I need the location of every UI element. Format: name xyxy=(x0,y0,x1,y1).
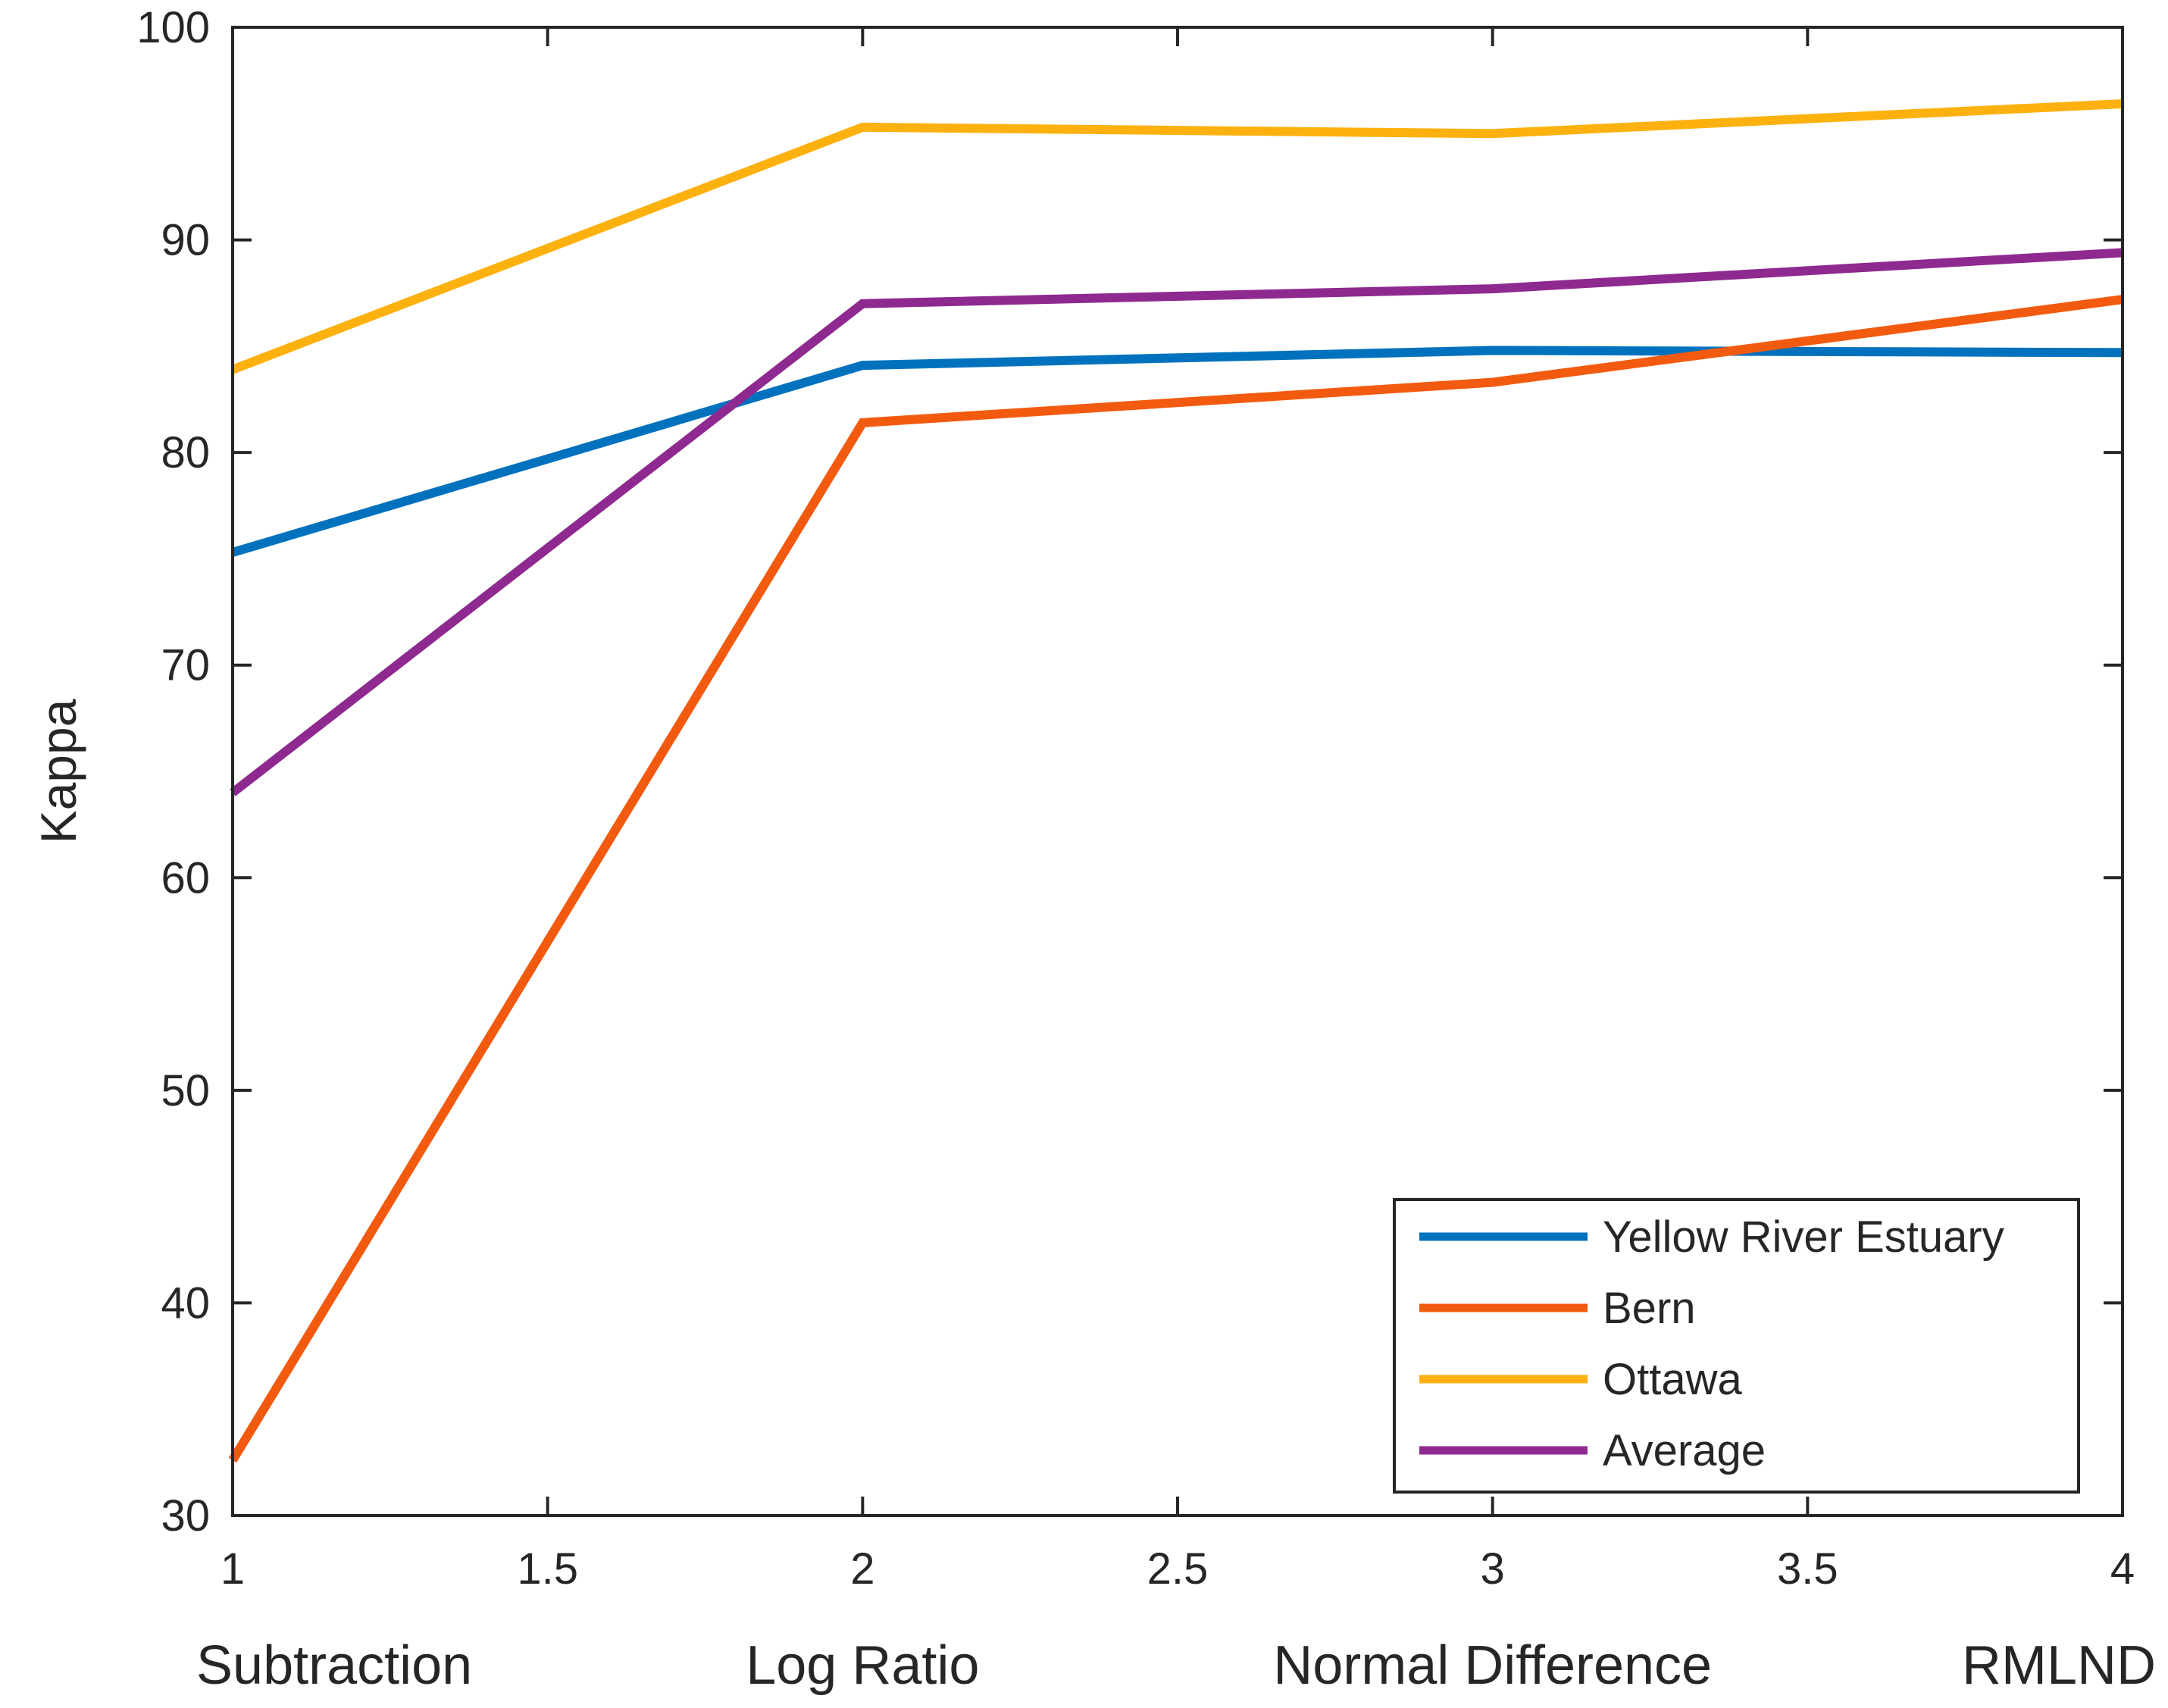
x-tick-label: 1 xyxy=(221,1544,245,1594)
series-layer xyxy=(228,99,2123,1463)
y-tick-label: 90 xyxy=(161,216,210,265)
legend-label-yellow-river: Yellow River Estuary xyxy=(1603,1212,2004,1262)
series-line-bern xyxy=(228,295,2123,1463)
x-tick-label: 1.5 xyxy=(517,1544,578,1594)
x-tick-label: 3.5 xyxy=(1777,1544,1838,1594)
legend-box xyxy=(1393,1198,2080,1494)
legend-label-bern: Bern xyxy=(1603,1284,1696,1333)
method-label-subtraction: Subtraction xyxy=(196,1635,472,1696)
method-label-rmlnd: RMLND xyxy=(1962,1635,2156,1696)
series-line-ottawa xyxy=(230,99,2123,374)
method-label-log-ratio: Log Ratio xyxy=(746,1635,979,1696)
legend: Yellow River Estuary Bern Ottawa Average xyxy=(1393,1198,2080,1494)
y-tick-label: 100 xyxy=(136,3,210,52)
x-tick-label: 2.5 xyxy=(1147,1544,1209,1594)
series-line-average xyxy=(230,248,2123,796)
y-axis-label: Kappa xyxy=(30,699,86,843)
legend-label-average: Average xyxy=(1603,1426,1766,1475)
x-tick-label: 2 xyxy=(850,1544,874,1594)
y-tick-label: 40 xyxy=(161,1278,210,1328)
x-tick-label: 4 xyxy=(2110,1544,2135,1594)
series-line-yellow-river-estuary xyxy=(231,346,2123,557)
y-tick-label: 30 xyxy=(161,1491,210,1541)
method-label-normal-difference: Normal Difference xyxy=(1273,1635,1712,1696)
y-tick-label: 60 xyxy=(161,853,210,902)
y-tick-label: 70 xyxy=(161,641,210,690)
x-tick-label: 3 xyxy=(1481,1544,1505,1594)
y-tick-label: 80 xyxy=(161,428,210,477)
y-tick-label: 50 xyxy=(161,1066,210,1115)
legend-label-ottawa: Ottawa xyxy=(1603,1355,1742,1404)
tick-layer: 30 40 50 60 70 80 90 100 1 1.5 2 2.5 3 3.5 4 Subtractio… xyxy=(136,3,2156,1696)
